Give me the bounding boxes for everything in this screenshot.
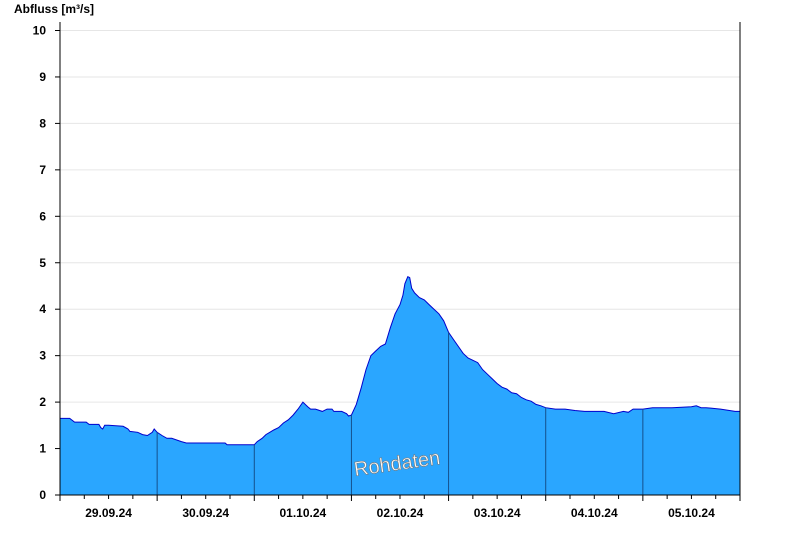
y-tick-label: 10 [33, 24, 47, 38]
y-tick-label: 0 [39, 488, 46, 502]
y-tick-label: 1 [39, 442, 46, 456]
x-axis-ticks: 29.09.24 30.09.24 01.10.24 02.10.24 03.10.24… [59, 495, 741, 520]
y-axis-label: Abfluss [m³/s] [14, 2, 94, 16]
y-tick-label: 5 [39, 256, 46, 270]
x-tick-label: 04.10.24 [571, 506, 618, 520]
x-tick-label: 03.10.24 [474, 506, 521, 520]
y-tick-label: 7 [39, 163, 46, 177]
y-tick-label: 2 [39, 395, 46, 409]
y-tick-label: 8 [39, 116, 46, 130]
x-tick-label: 02.10.24 [377, 506, 424, 520]
x-tick-label: 29.09.24 [85, 506, 132, 520]
x-tick-label: 01.10.24 [279, 506, 326, 520]
grid-lines [60, 30, 740, 450]
y-tick-label: 4 [39, 302, 46, 316]
discharge-area [60, 276, 740, 495]
x-tick-label: 30.09.24 [182, 506, 229, 520]
day-separator-lines [156, 332, 644, 495]
x-tick-label: 05.10.24 [668, 506, 715, 520]
discharge-line [60, 276, 740, 446]
y-axis-ticks: 0 1 2 3 4 5 6 7 8 9 10 [33, 24, 60, 502]
y-tick-label: 6 [39, 209, 46, 223]
y-tick-label: 9 [39, 70, 46, 84]
y-tick-label: 3 [39, 349, 46, 363]
